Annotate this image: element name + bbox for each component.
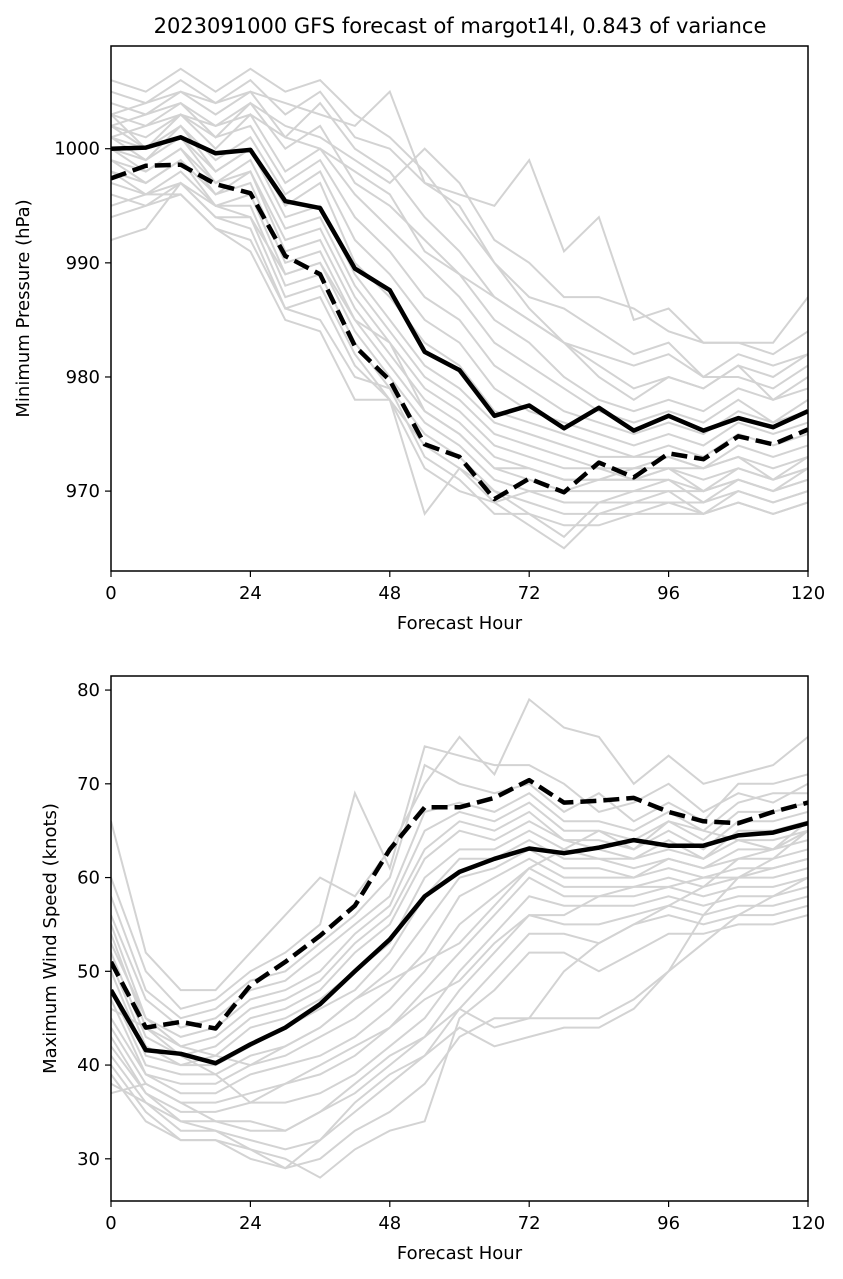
pressure-ensemble-line-16 [111, 181, 808, 550]
pressure-xtick-label: 24 [239, 583, 262, 604]
pressure-ensemble-line-15 [111, 181, 808, 527]
pressure-xtick-label: 96 [657, 583, 680, 604]
wind-ytick-label: 60 [77, 868, 100, 889]
pressure-ensemble-line-2 [111, 90, 808, 401]
pressure-ensemble-line-7 [111, 124, 808, 459]
pressure-ensemble-line-6 [111, 124, 808, 447]
pressure-ensemble-line-12 [111, 158, 808, 493]
wind-xtick-label: 72 [518, 1213, 541, 1234]
wind-ensemble-line-5 [111, 810, 808, 1048]
wind-panel: 0 24 48 72 96 120 30 40 50 60 70 80 Forecast Hour Max… [40, 675, 825, 1264]
pressure-x-axis-label: Forecast Hour [397, 613, 523, 634]
pressure-xtick-label: 48 [378, 583, 401, 604]
wind-axes-frame [110, 675, 809, 1202]
wind-ytick-label: 80 [77, 680, 100, 701]
wind-ytick-label: 50 [77, 961, 100, 982]
pressure-xtick-label: 72 [518, 583, 541, 604]
pressure-ensemble-line-18 [111, 193, 808, 504]
pressure-ensemble-line-9 [111, 135, 808, 470]
pressure-ensemble-line-22 [111, 113, 808, 379]
pressure-ensemble-line-4 [111, 112, 808, 424]
wind-ytick-label: 40 [77, 1055, 100, 1076]
pressure-ytick-label: 1000 [54, 139, 100, 160]
wind-ensemble-line-20 [111, 857, 808, 1104]
wind-ensemble-line-6 [111, 820, 808, 1057]
pressure-ytick-label: 970 [66, 481, 100, 502]
pressure-xtick-label: 120 [791, 583, 825, 604]
pressure-ensemble-line-17 [111, 193, 808, 539]
pressure-panel: 0 24 48 72 96 120 970 980 990 1000 Forecast Hour Mi… [13, 45, 825, 634]
pressure-ytick-label: 980 [66, 367, 100, 388]
wind-x-axis-label: Forecast Hour [397, 1243, 523, 1264]
pressure-ensemble-line-21 [111, 101, 808, 356]
wind-y-axis-label: Maximum Wind Speed (knots) [40, 803, 61, 1074]
wind-ensemble-line-1 [111, 745, 808, 1010]
wind-ytick-label: 30 [77, 1149, 100, 1170]
wind-dashed-line [111, 777, 808, 1031]
pressure-plot-area [111, 67, 808, 550]
wind-xtick-label: 48 [378, 1213, 401, 1234]
pressure-y-axis-label: Minimum Pressure (hPa) [13, 199, 34, 417]
wind-ensemble-line-4 [111, 801, 808, 1038]
wind-ensemble-line-10 [111, 857, 808, 1085]
wind-xtick-label: 96 [657, 1213, 680, 1234]
pressure-ensemble-line-8 [111, 136, 808, 470]
pressure-xtick-label: 0 [105, 583, 116, 604]
pressure-ensemble-line-0 [111, 67, 808, 402]
wind-ensemble-line-18 [111, 829, 808, 1170]
pressure-ytick-label: 990 [66, 253, 100, 274]
wind-solid-line [111, 821, 808, 1066]
wind-ensemble-line-14 [111, 895, 808, 1132]
pressure-ensemble-line-10 [111, 147, 808, 481]
pressure-ensemble-line-1 [111, 78, 808, 390]
wind-ensemble-line-19 [111, 820, 808, 1132]
pressure-ensemble-line-19 [111, 181, 808, 481]
wind-ensemble-line-7 [111, 829, 808, 1067]
chart-title: 2023091000 GFS forecast of margot14l, 0.… [154, 14, 767, 38]
wind-ensemble-line-11 [111, 867, 808, 1095]
pressure-ensemble-line-5 [111, 113, 808, 436]
wind-ensemble-line-3 [111, 792, 808, 1029]
wind-ensemble-line-13 [111, 885, 808, 1113]
pressure-solid-line [111, 135, 808, 433]
wind-xtick-label: 24 [239, 1213, 262, 1234]
wind-xtick-label: 120 [791, 1213, 825, 1234]
pressure-ensemble-line-20 [111, 89, 808, 344]
pressure-axes-frame [110, 45, 809, 572]
wind-ensemble-line-9 [111, 848, 808, 1076]
pressure-dashed-line [111, 162, 808, 502]
wind-plot-area [111, 697, 808, 1179]
wind-xtick-label: 0 [105, 1213, 116, 1234]
wind-ensemble-line-2 [111, 763, 808, 1020]
pressure-ensemble-line-13 [111, 158, 808, 504]
wind-ensemble-line-17 [111, 876, 808, 1170]
wind-ytick-label: 70 [77, 774, 100, 795]
wind-ensemble-line-0 [111, 697, 808, 992]
